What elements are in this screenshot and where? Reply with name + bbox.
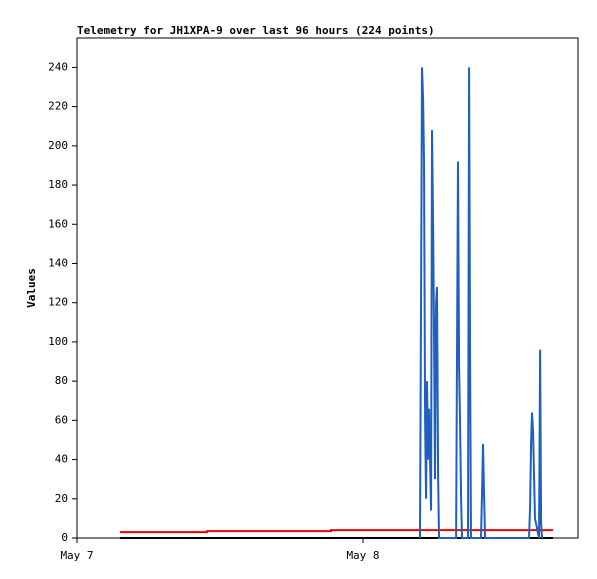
y-tick-label: 100 bbox=[48, 335, 68, 348]
x-tick-label: May 7 bbox=[60, 549, 93, 562]
y-tick-label: 140 bbox=[48, 256, 68, 269]
y-tick-label: 200 bbox=[48, 139, 68, 152]
y-tick-label: 220 bbox=[48, 100, 68, 113]
y-tick-label: 40 bbox=[55, 453, 68, 466]
series-line bbox=[418, 67, 544, 539]
y-tick-label: 80 bbox=[55, 374, 68, 387]
y-tick-label: 0 bbox=[61, 531, 68, 544]
y-tick-label: 160 bbox=[48, 217, 68, 230]
y-tick-label: 240 bbox=[48, 60, 68, 73]
x-tick-label: May 8 bbox=[346, 549, 379, 562]
plot-frame bbox=[76, 37, 579, 539]
y-axis-label: Values bbox=[25, 268, 38, 308]
chart-title: Telemetry for JH1XPA-9 over last 96 hour… bbox=[77, 24, 435, 37]
series-line bbox=[120, 529, 553, 534]
y-tick-label: 180 bbox=[48, 178, 68, 191]
y-tick-label: 120 bbox=[48, 296, 68, 309]
y-tick-label: 60 bbox=[55, 413, 68, 426]
y-tick-label: 20 bbox=[55, 492, 68, 505]
